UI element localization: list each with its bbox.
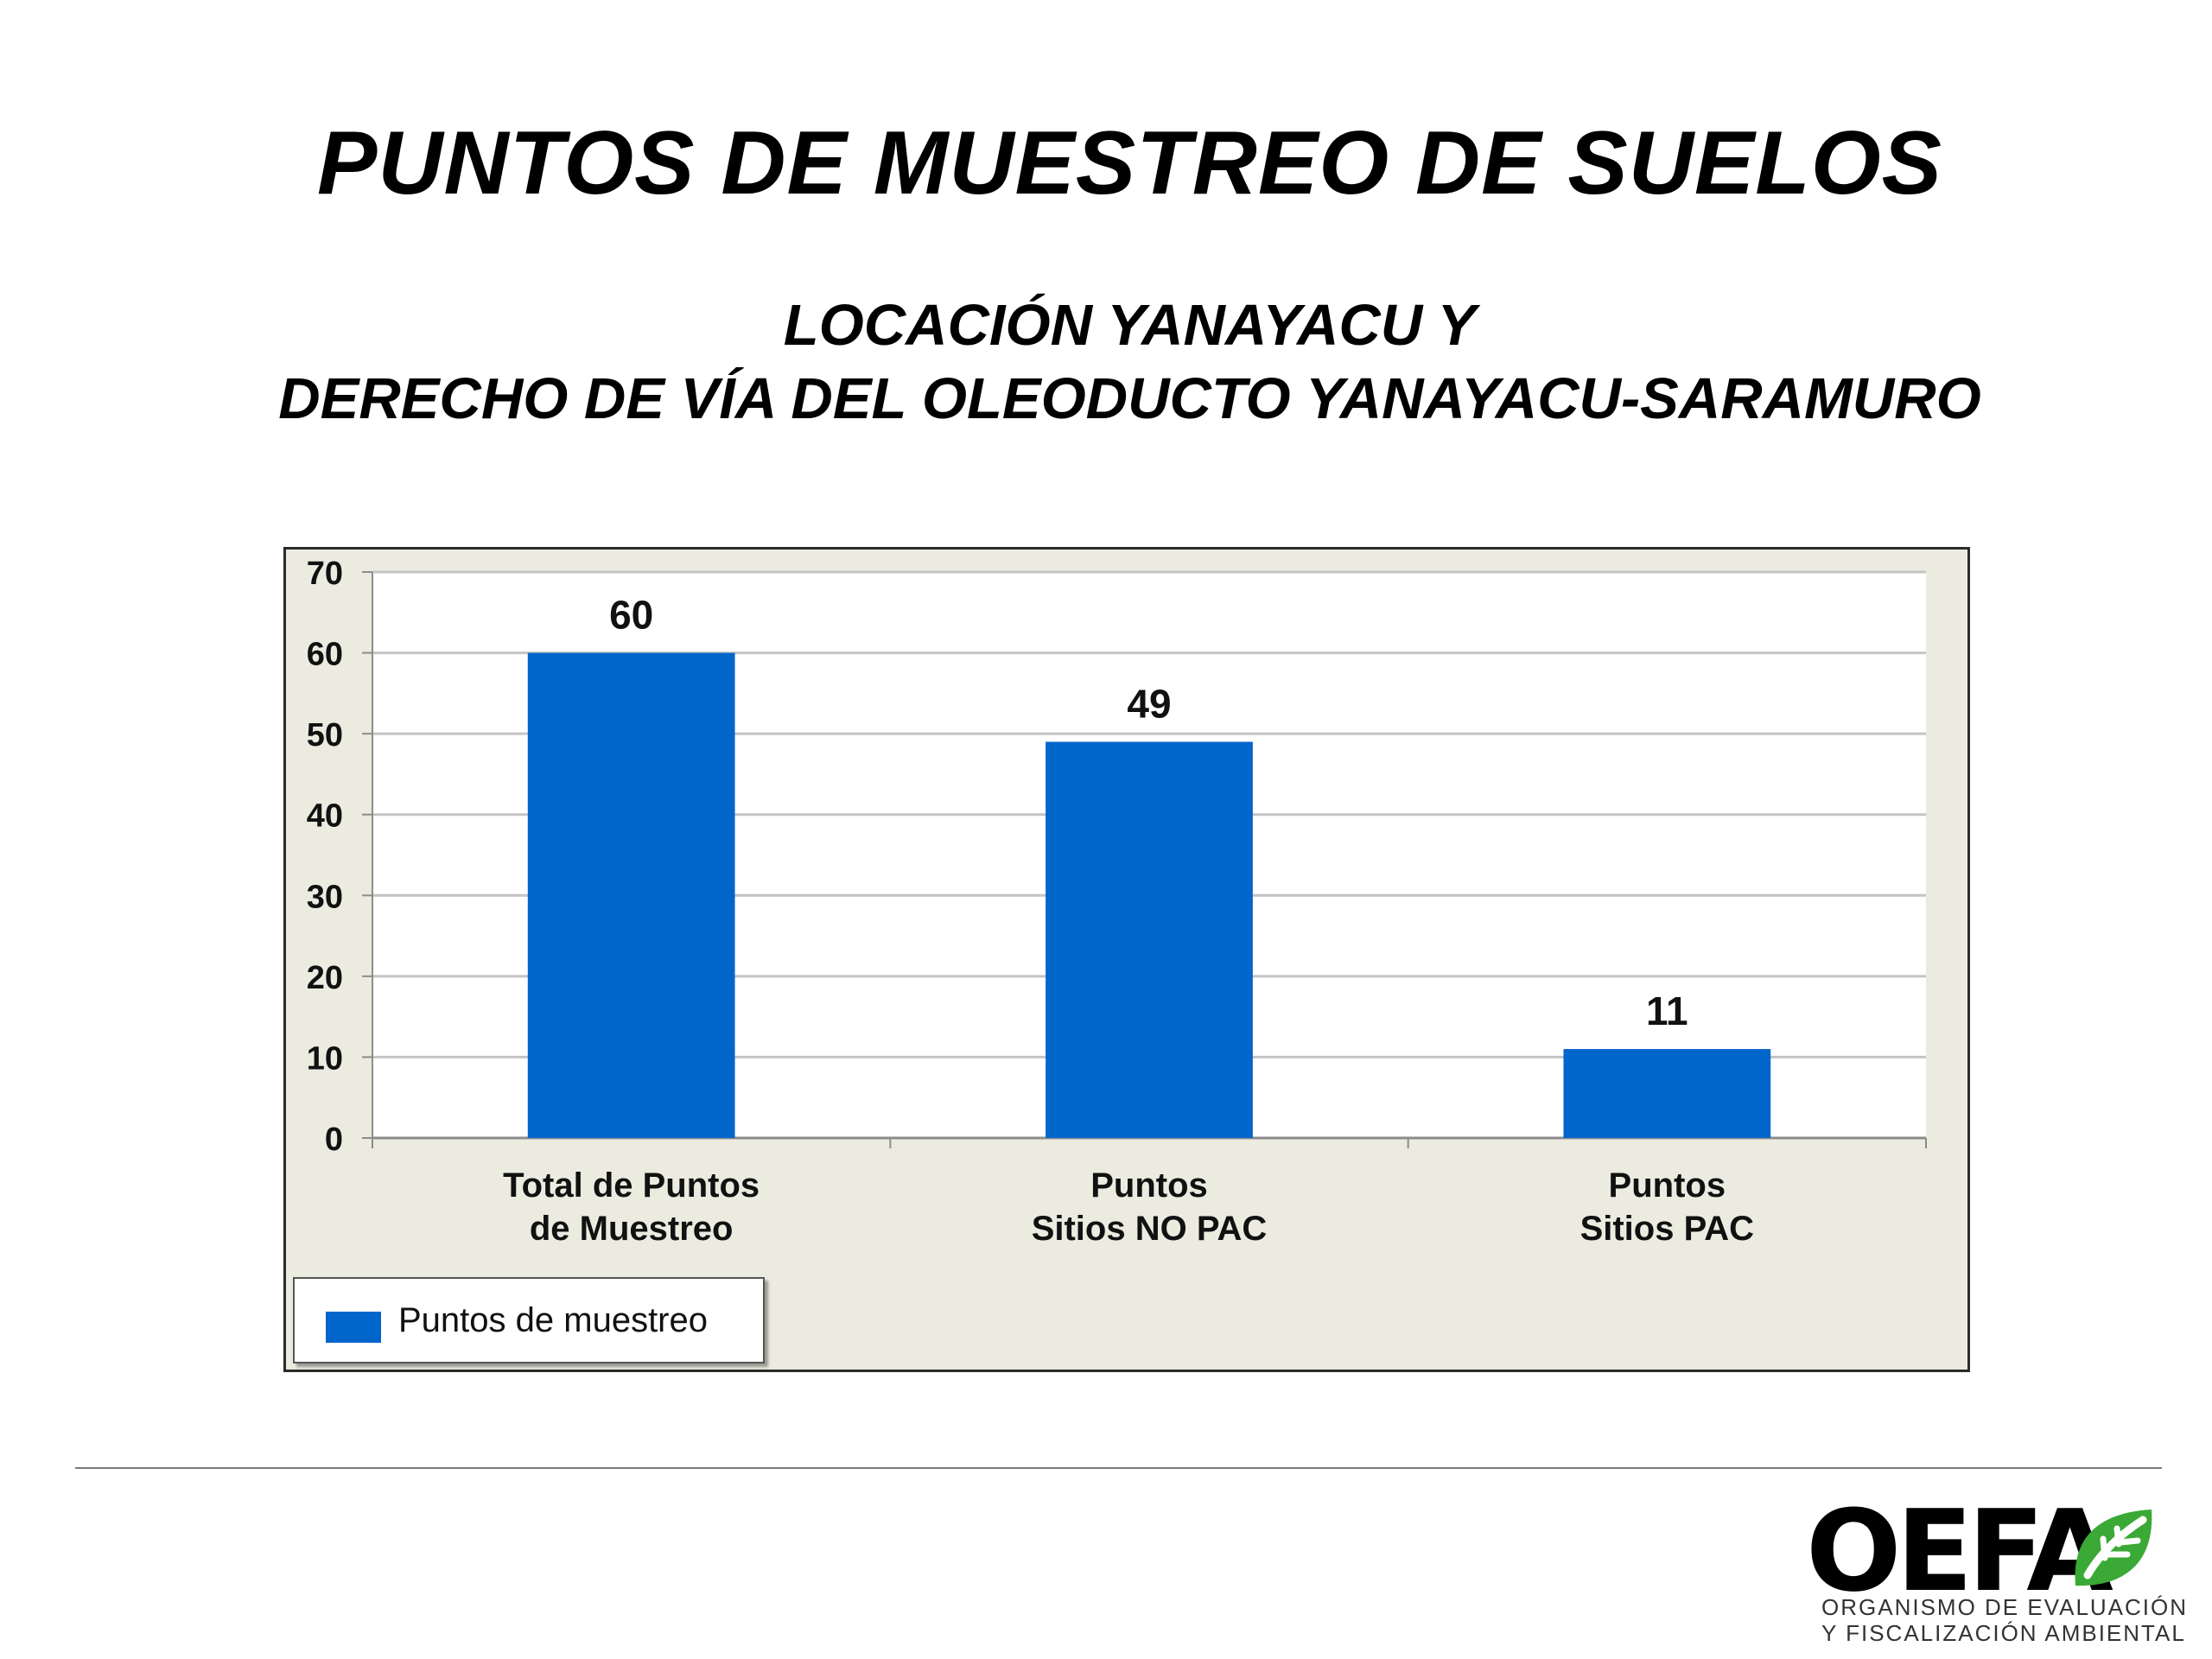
y-tick-label: 70	[307, 556, 343, 592]
bar	[1046, 741, 1253, 1138]
leaf-icon	[2075, 1510, 2152, 1586]
data-label: 49	[1127, 682, 1171, 727]
x-category-label: Total de Puntos	[503, 1166, 760, 1205]
x-category-label: Puntos	[1609, 1166, 1726, 1205]
slide-title: PUNTOS DE MUESTREO DE SUELOS	[316, 113, 1942, 213]
legend-swatch	[326, 1312, 381, 1343]
x-category-label: Sitios PAC	[1580, 1210, 1755, 1248]
bar	[527, 652, 735, 1138]
data-label: 60	[609, 593, 653, 638]
slide-subtitle-line2: DERECHO DE VÍA DEL OLEODUCTO YANAYACU-SA…	[278, 366, 1981, 431]
slide-subtitle-line1: LOCACIÓN YANAYACU Y	[783, 293, 1477, 358]
oefa-logo: OEFA ORGANISMO DE EVALUACIÓN Y FISCALIZA…	[1806, 1485, 2186, 1655]
logo-subtitle-line1: ORGANISMO DE EVALUACIÓN	[1821, 1594, 2189, 1620]
x-category-label: Puntos	[1090, 1166, 1208, 1205]
footer-divider	[75, 1467, 2162, 1469]
chart-canvas: 0 10 20 30 40 50 60 70 60 Total de Puntos de Muest…	[307, 556, 1927, 1248]
x-category-label: de Muestreo	[530, 1210, 734, 1248]
bar	[1563, 1049, 1771, 1138]
y-tick-label: 30	[307, 879, 343, 915]
x-category-label: Sitios NO PAC	[1032, 1210, 1268, 1248]
logo-wordmark: OEFA	[1806, 1485, 2113, 1617]
y-tick-label: 20	[307, 960, 343, 996]
y-tick-label: 10	[307, 1040, 343, 1077]
y-tick-label: 50	[307, 717, 343, 753]
logo-subtitle-line2: Y FISCALIZACIÓN AMBIENTAL	[1821, 1620, 2186, 1646]
y-tick-label: 60	[307, 637, 343, 673]
legend-label: Puntos de muestreo	[398, 1301, 708, 1339]
bar-chart: 0 10 20 30 40 50 60 70 60 Total de Puntos de Muest…	[283, 547, 1970, 1372]
y-tick-label: 40	[307, 798, 343, 835]
data-label: 11	[1646, 988, 1688, 1033]
y-tick-label: 0	[325, 1122, 343, 1158]
chart-legend: Puntos de muestreo	[293, 1277, 765, 1363]
